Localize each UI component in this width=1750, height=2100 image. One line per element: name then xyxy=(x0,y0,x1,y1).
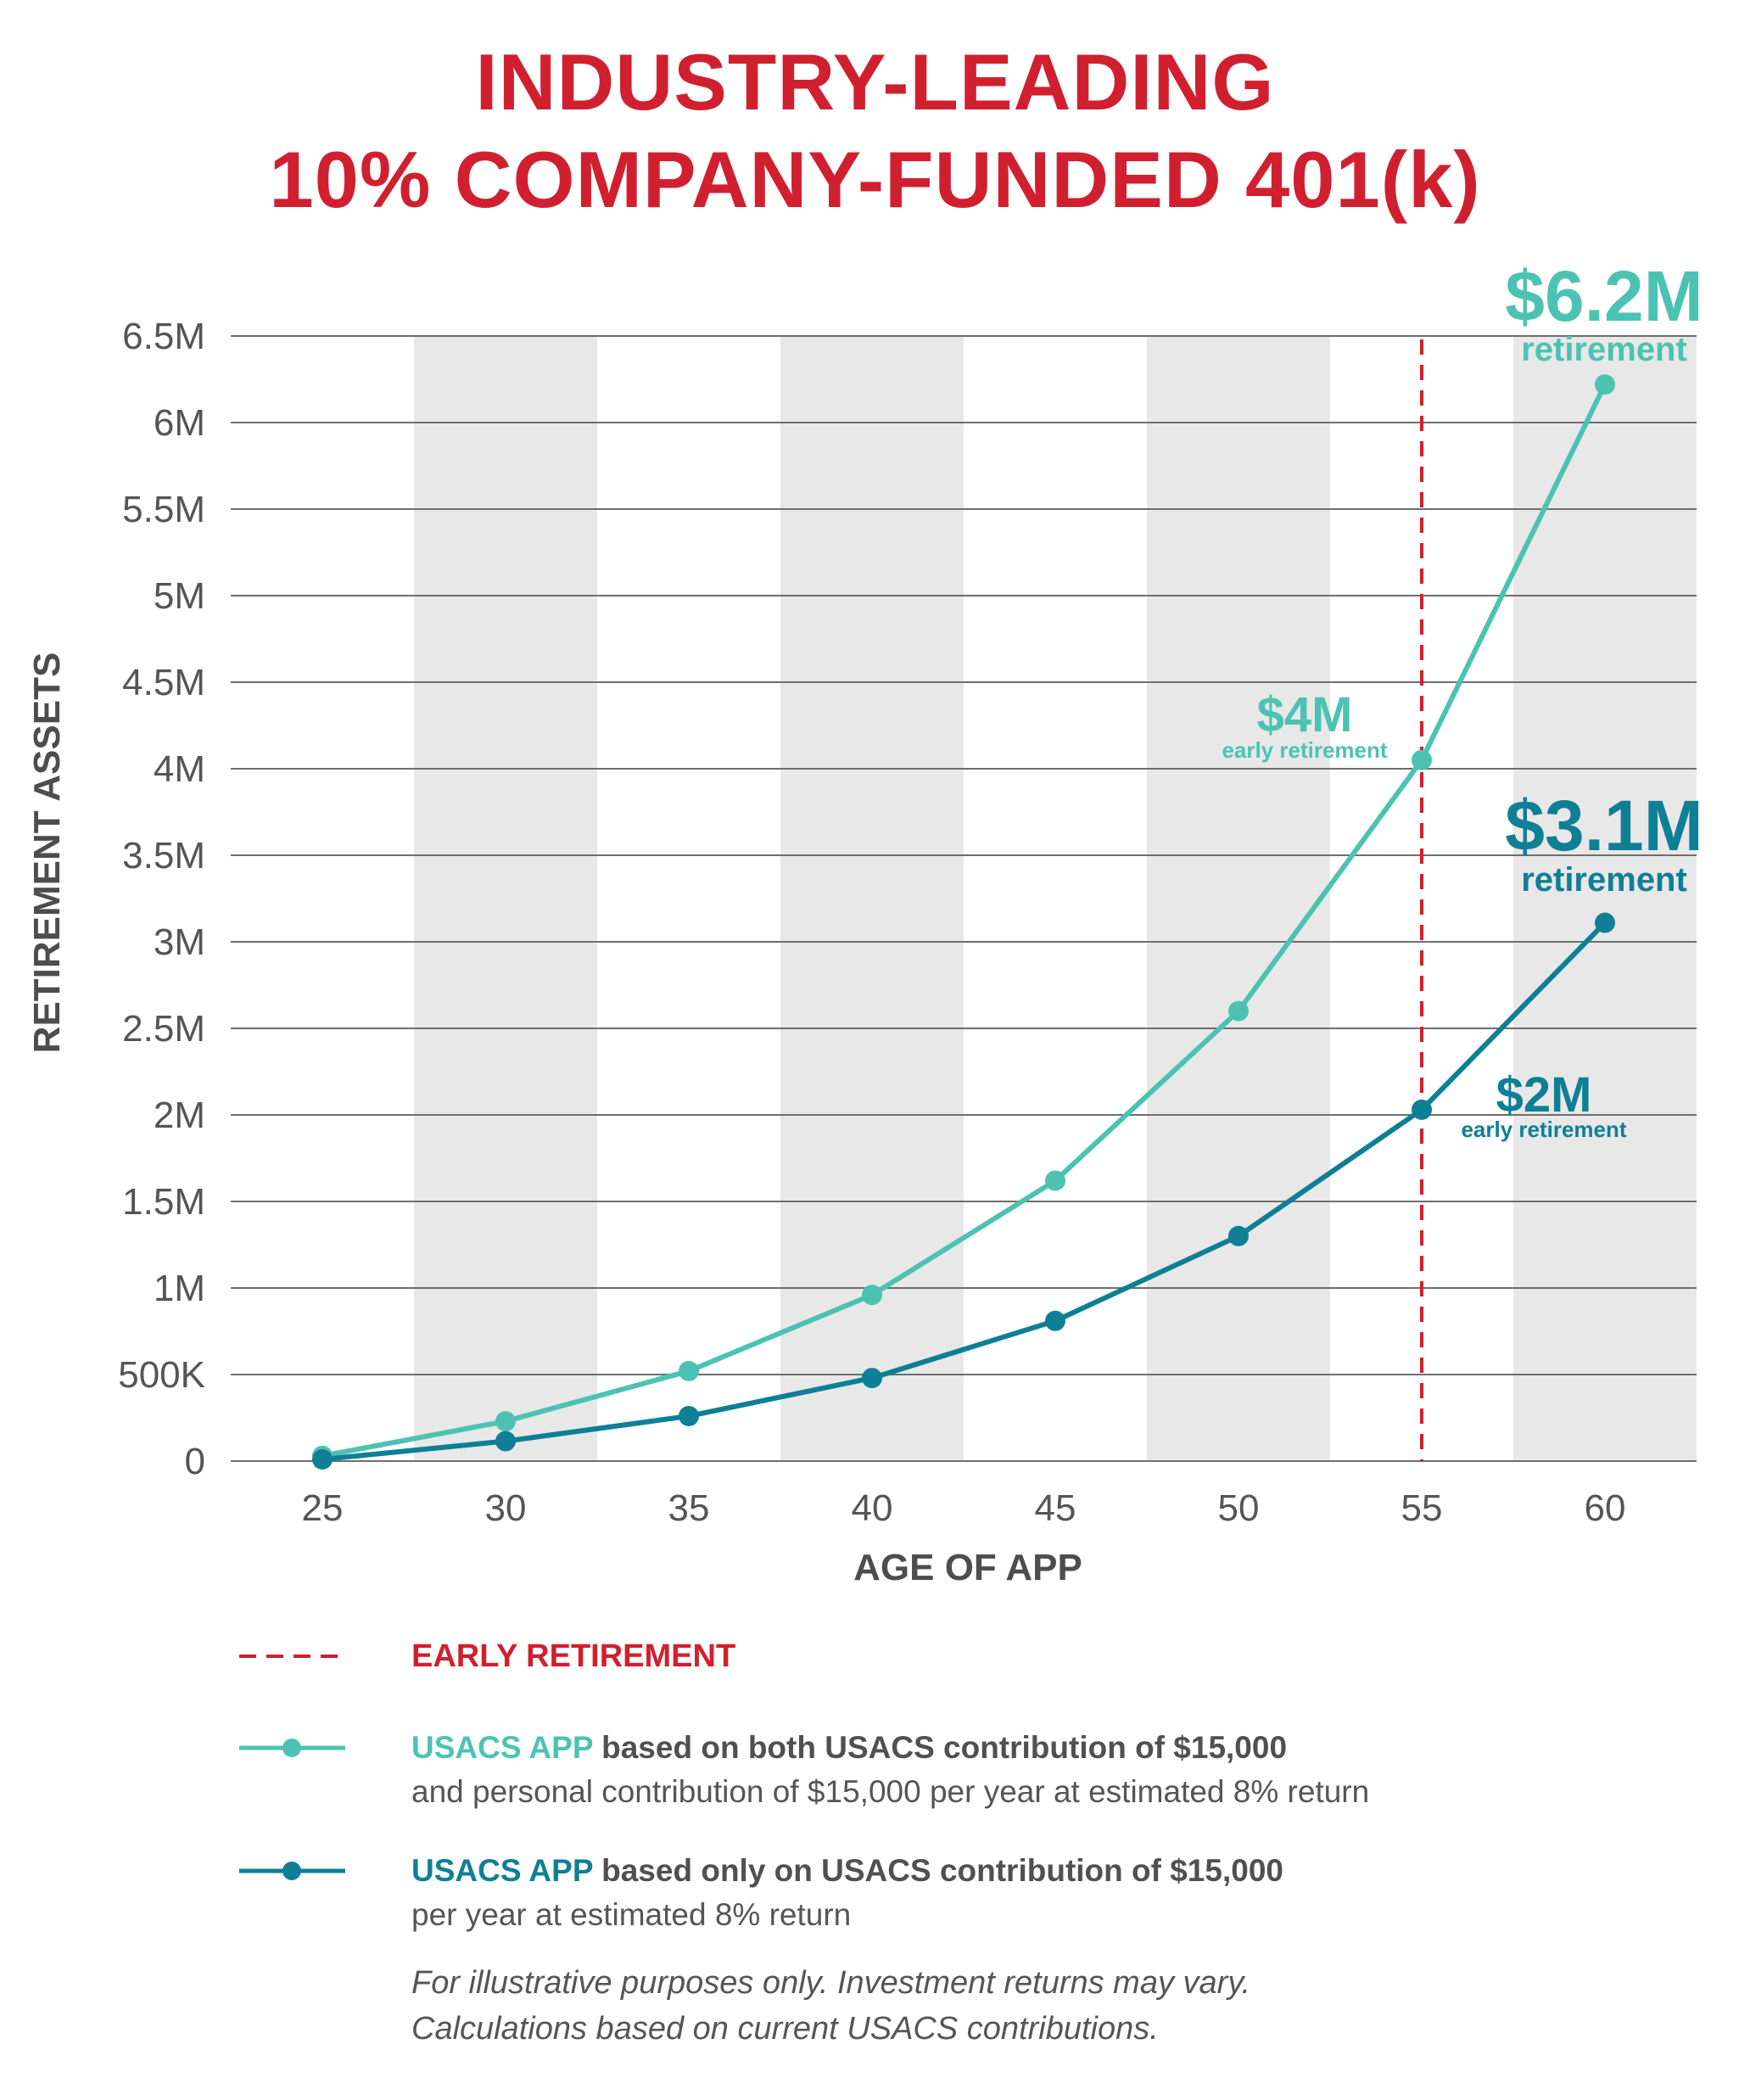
data-point xyxy=(862,1285,882,1306)
y-tick-label: 3M xyxy=(154,921,205,963)
series-line-0 xyxy=(321,383,1607,1459)
annotation-label: early retirement xyxy=(1222,737,1387,763)
chart-title-line1: INDUSTRY-LEADING xyxy=(475,37,1275,126)
retirement-chart: 0 500K 1M 1.5M 2M 2.5M 3M 3.5M 4M 4.5M 5M 5.5M 6M 6.5… xyxy=(26,256,1703,1588)
y-tick-label: 1.5M xyxy=(122,1181,205,1223)
footnote-line1: For illustrative purposes only. Investme… xyxy=(411,1965,1251,2001)
y-tick-label: 2M xyxy=(154,1095,205,1136)
data-point xyxy=(495,1411,516,1432)
data-point xyxy=(1412,1099,1432,1120)
legend-light-prefix: USACS APP xyxy=(411,1730,593,1765)
shaded-band-3 xyxy=(1513,336,1697,1461)
x-axis-title: AGE OF APP xyxy=(853,1547,1082,1588)
x-tick-label: 50 xyxy=(1218,1487,1260,1529)
annotation-value: $3.1M xyxy=(1505,786,1702,865)
data-point xyxy=(1595,374,1615,395)
y-tick-label: 5.5M xyxy=(122,489,205,530)
x-tick-label: 30 xyxy=(485,1487,527,1529)
legend-light-line-icon xyxy=(239,1739,345,1757)
y-tick-label: 0 xyxy=(185,1441,205,1482)
y-tick-label: 5M xyxy=(154,575,205,617)
legend-dashed-line-icon xyxy=(239,1655,345,1658)
annotation-label: retirement xyxy=(1521,861,1687,899)
data-point xyxy=(1595,912,1615,933)
y-tick-label: 6M xyxy=(154,402,205,444)
x-tick-label: 45 xyxy=(1035,1487,1076,1529)
chart-title-line2: 10% COMPANY-FUNDED 401(k) xyxy=(269,135,1481,224)
annotation-label: retirement xyxy=(1521,331,1687,368)
shaded-band-1 xyxy=(780,336,964,1461)
legend-dark-bold: based only on USACS contribution of $15,… xyxy=(592,1853,1283,1888)
x-tick-label: 55 xyxy=(1401,1487,1443,1529)
legend-dark-line-icon xyxy=(239,1862,345,1880)
annotation-label: early retirement xyxy=(1461,1117,1626,1142)
data-point xyxy=(862,1368,882,1389)
y-axis-title: RETIREMENT ASSETS xyxy=(26,652,68,1054)
data-point xyxy=(1228,1000,1249,1022)
y-tick-label: 4.5M xyxy=(122,662,205,703)
x-tick-label: 35 xyxy=(668,1487,710,1529)
y-tick-label: 500K xyxy=(118,1354,205,1396)
annotation-value: $2M xyxy=(1496,1067,1592,1123)
shaded-band-2 xyxy=(1147,336,1330,1461)
series-line-1 xyxy=(321,921,1607,1462)
data-point xyxy=(1228,1225,1249,1246)
data-point xyxy=(495,1431,516,1452)
legend-dark-line2: per year at estimated 8% return xyxy=(411,1897,852,1932)
annotation-value: $4M xyxy=(1257,687,1353,742)
data-point xyxy=(679,1360,699,1381)
x-tick-label: 60 xyxy=(1585,1487,1626,1529)
x-tick-label: 25 xyxy=(302,1487,344,1529)
y-tick-label: 4M xyxy=(154,748,205,790)
shaded-band-0 xyxy=(414,336,597,1461)
data-point xyxy=(312,1448,333,1470)
footnote-line2: Calculations based on current USACS cont… xyxy=(411,2011,1159,2047)
data-point xyxy=(1045,1310,1065,1331)
data-point xyxy=(679,1405,699,1426)
legend-light-bold: based on both USACS contribution of $15,… xyxy=(592,1730,1288,1765)
y-tick-label: 2.5M xyxy=(122,1008,205,1050)
y-tick-label: 3.5M xyxy=(122,835,205,876)
legend-dark-prefix: USACS APP xyxy=(411,1853,593,1888)
x-tick-label: 40 xyxy=(852,1487,893,1529)
data-point xyxy=(1045,1170,1065,1191)
data-point xyxy=(1412,749,1432,770)
legend-light-line2: and personal contribution of $15,000 per… xyxy=(411,1774,1370,1809)
y-tick-label: 1M xyxy=(154,1268,205,1309)
footnote: For illustrative purposes only. Investme… xyxy=(411,1960,1250,2052)
y-tick-label: 6.5M xyxy=(122,316,205,357)
legend-early-label: EARLY RETIREMENT xyxy=(411,1638,736,1674)
annotation-value: $6.2M xyxy=(1505,256,1702,336)
